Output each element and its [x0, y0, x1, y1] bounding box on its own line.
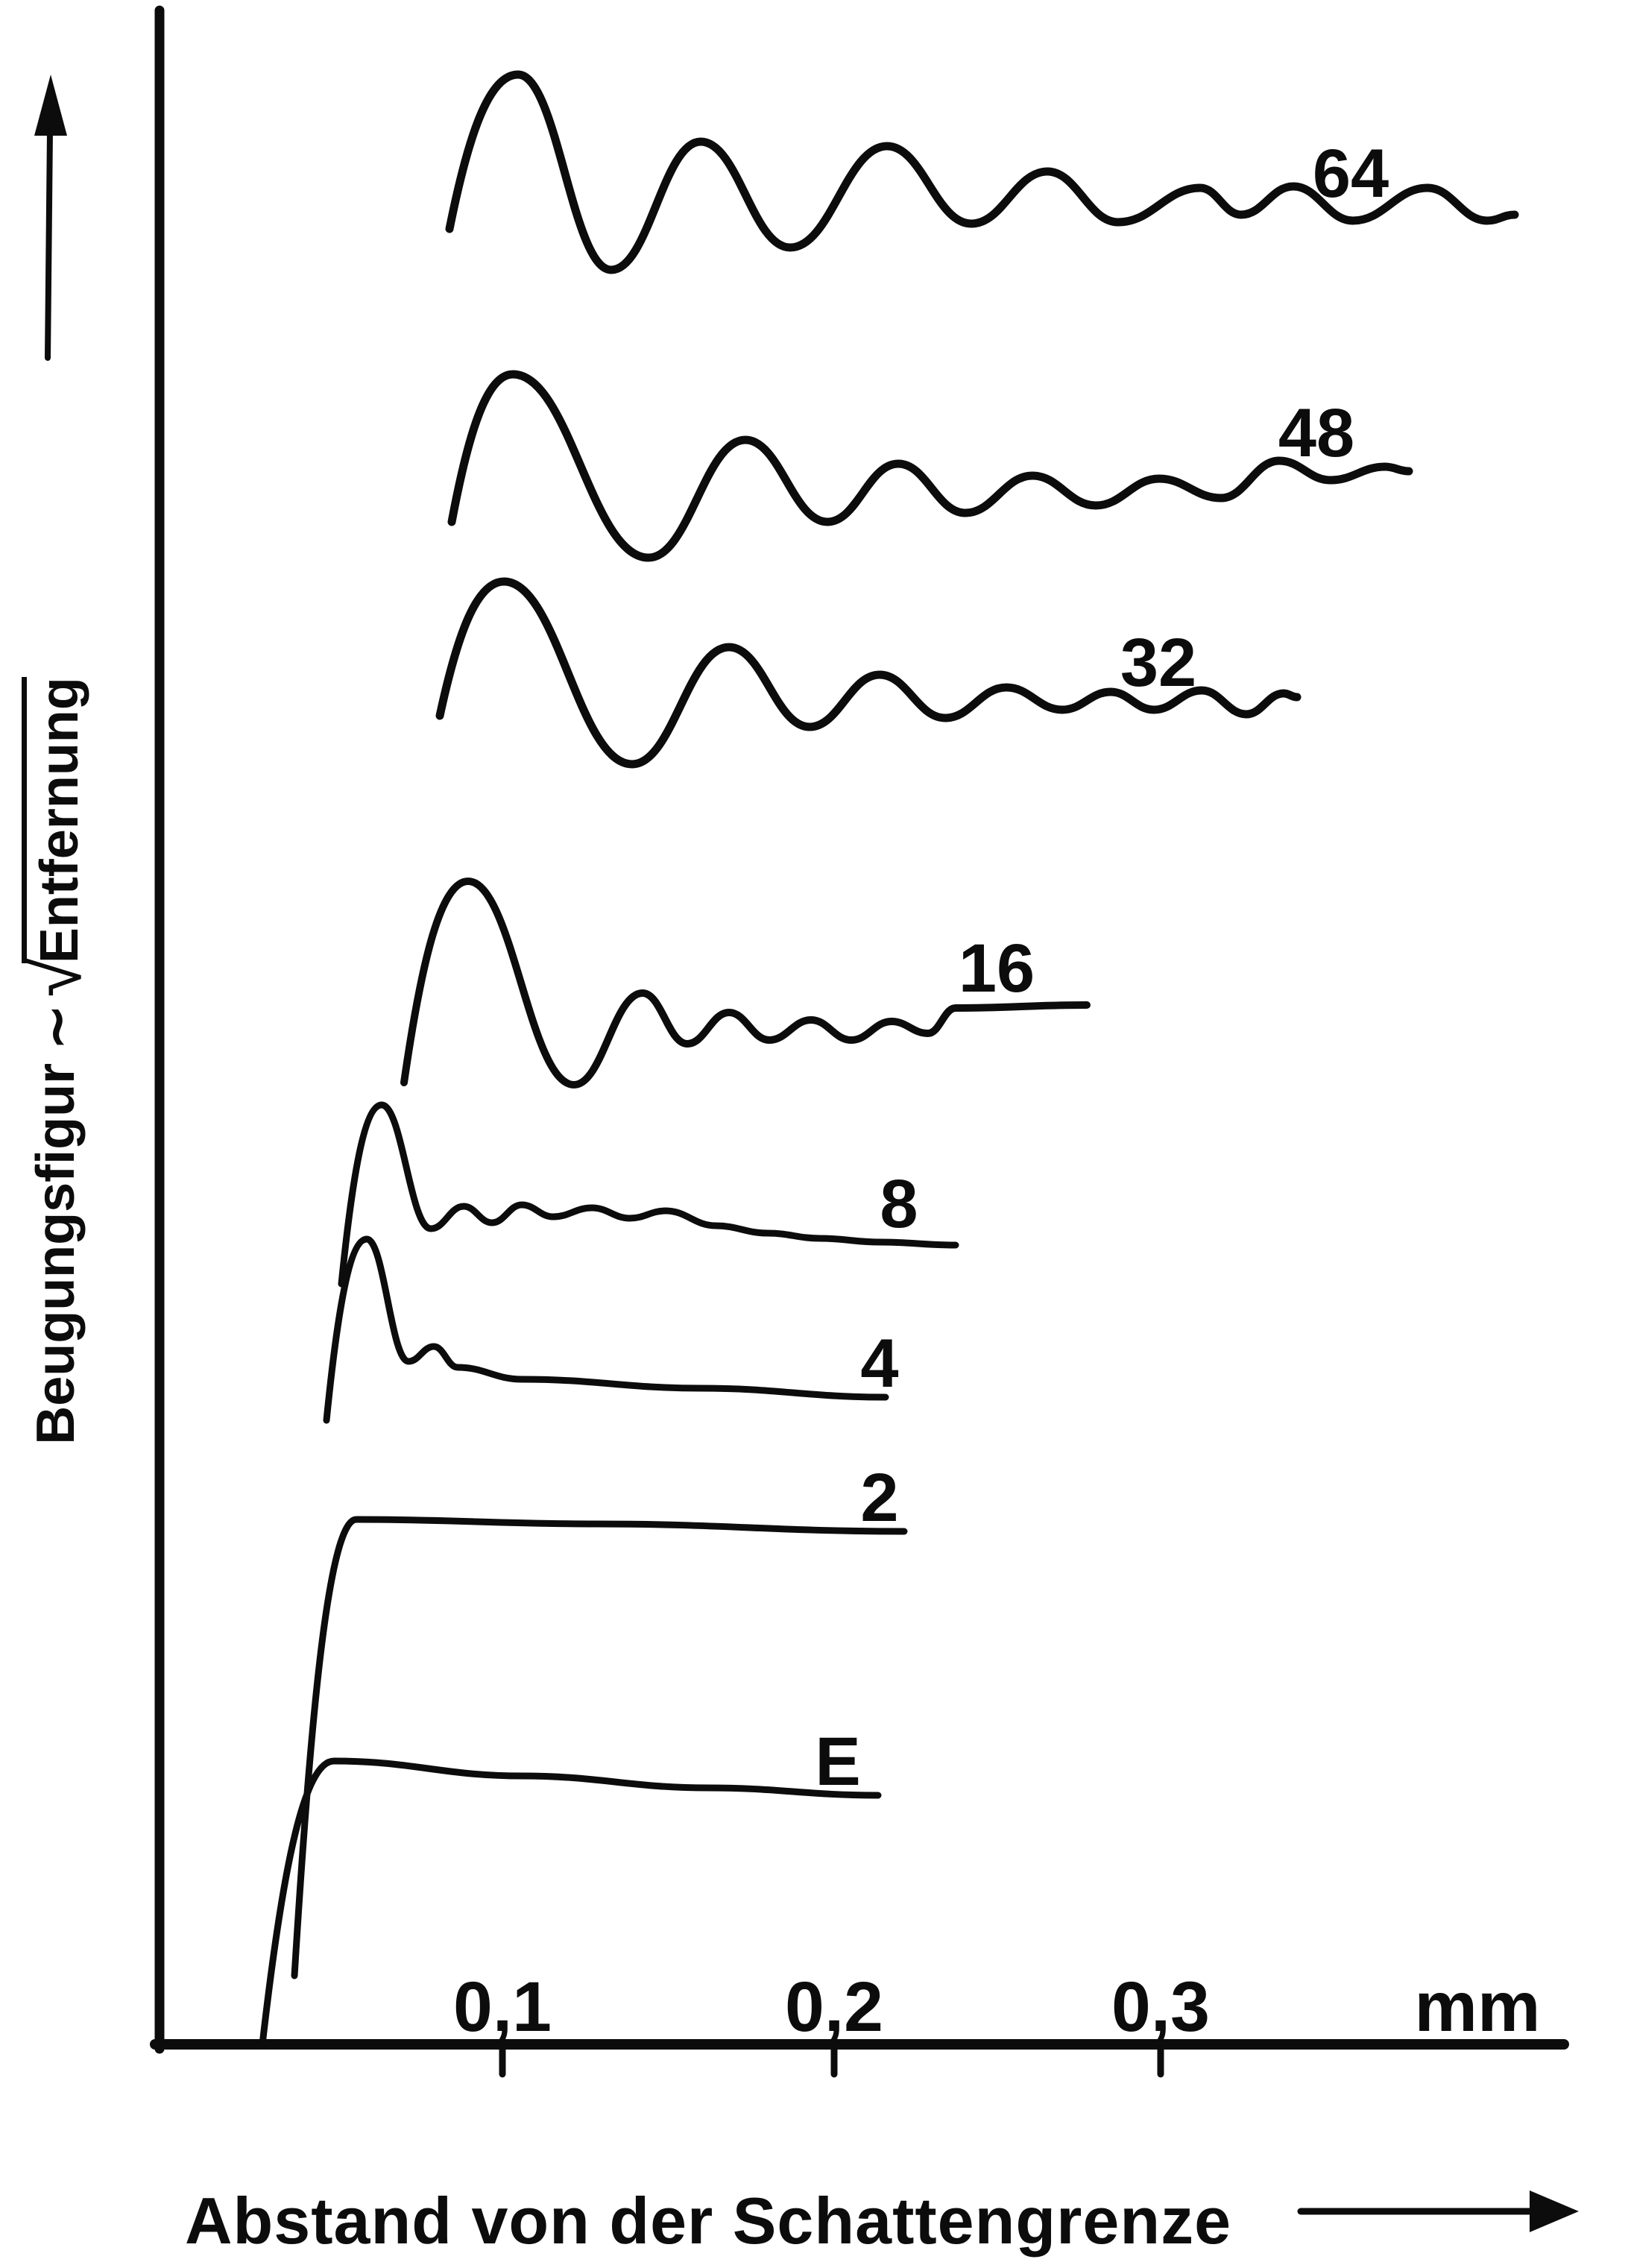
curve-label: 2	[860, 1460, 898, 1536]
curve-label: 64	[1313, 136, 1389, 212]
curve-32	[435, 577, 1302, 769]
curve-4	[323, 1235, 889, 1424]
x-tick-0-3: 0,3	[1111, 1968, 1210, 2078]
curve-label: 8	[880, 1166, 918, 1242]
curve-E	[259, 1757, 882, 2048]
curve-label: 4	[860, 1326, 898, 1402]
x-axis-unit-label: mm	[1415, 1968, 1541, 2047]
tick-label: 0,2	[785, 1968, 883, 2047]
proportional-tilde: ∼	[27, 1004, 86, 1050]
curve-64	[445, 70, 1519, 274]
tick-label: 0,1	[453, 1968, 552, 2047]
curve-label: 16	[959, 930, 1035, 1007]
y-direction-arrow-icon	[34, 75, 67, 361]
curve-label: 32	[1120, 625, 1196, 701]
curve-8	[338, 1101, 959, 1288]
x-direction-arrow-icon	[1297, 2190, 1579, 2232]
y-axis-label: Beugungsfigur ∼ √ Entfernung	[15, 677, 96, 1445]
curve-48	[447, 370, 1413, 562]
y-axis-label-text: Beugungsfigur	[26, 1062, 86, 1445]
x-axis-caption: Abstand von der Schattengrenze	[185, 2184, 1232, 2258]
tick-label: 0,3	[1111, 1968, 1210, 2047]
x-tick-0-1: 0,1	[453, 1968, 552, 2078]
x-tick-0-2: 0,2	[785, 1968, 883, 2078]
curve-label: E	[815, 1724, 860, 1800]
curve-16	[400, 878, 1091, 1089]
y-axis-label-radicand: Entfernung	[22, 677, 90, 964]
curve-2	[291, 1516, 908, 1979]
curve-label: 48	[1278, 395, 1354, 471]
